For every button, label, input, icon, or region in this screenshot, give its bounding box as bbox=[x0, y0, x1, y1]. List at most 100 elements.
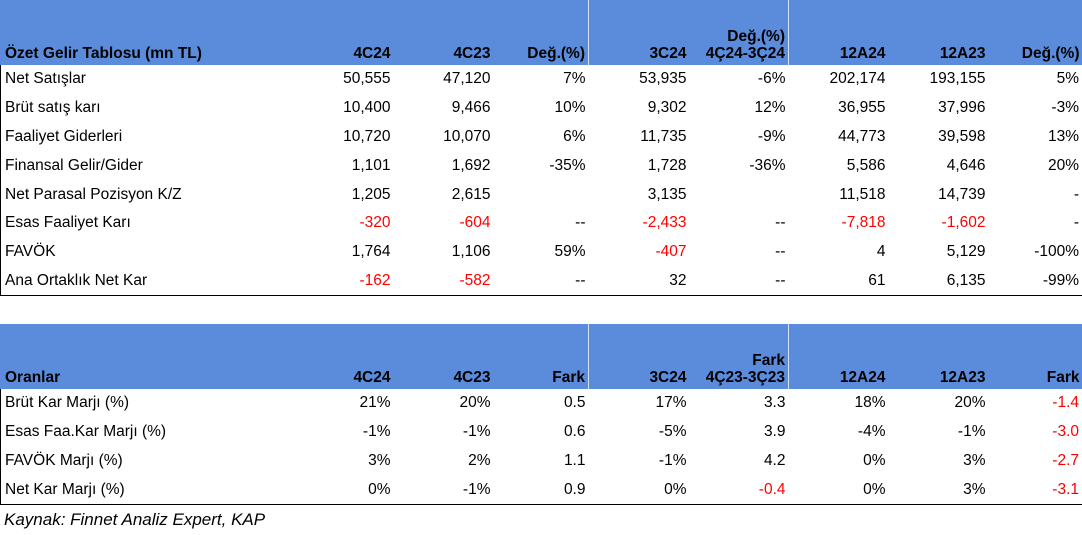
table-cell: -1% bbox=[658, 451, 687, 469]
table-cell bbox=[494, 180, 589, 209]
table-cell: - bbox=[988, 180, 1082, 209]
ratios-col-header-4: Fark 4Ç23-3Ç23 bbox=[689, 324, 789, 389]
table-cell: -- bbox=[775, 243, 786, 261]
income-col-header-0: 4C24 bbox=[290, 0, 394, 65]
income-title: Özet Gelir Tablosu (mn TL) bbox=[0, 0, 291, 65]
table-cell: 1,764 bbox=[351, 243, 391, 261]
table-cell: 1,692 bbox=[451, 156, 491, 174]
table-cell: 0.9 bbox=[493, 475, 589, 506]
table-cell: 20% bbox=[459, 394, 491, 412]
table-cell: 11,518 bbox=[839, 185, 886, 203]
table-cell: 2,615 bbox=[451, 185, 491, 203]
table-cell: 12% bbox=[754, 99, 786, 117]
table-cell: 44,773 bbox=[838, 127, 886, 145]
table-cell: 11,735 bbox=[640, 127, 687, 145]
table-row: Net Parasal Pozisyon K/Z 1,205 2,615 3,135 1… bbox=[0, 180, 1082, 209]
table-cell: 0% bbox=[788, 475, 889, 506]
table-cell: 20% bbox=[988, 151, 1082, 181]
table-cell: 1,205 bbox=[351, 185, 391, 203]
income-col-header-5: 12A24 bbox=[788, 0, 889, 65]
row-label: Brüt satış karı bbox=[0, 93, 291, 123]
income-header-row: Özet Gelir Tablosu (mn TL) 4C24 4C23 Değ.(%… bbox=[0, 0, 1082, 65]
table-cell: -99% bbox=[988, 266, 1082, 297]
table-cell: 1,106 bbox=[451, 243, 491, 261]
table-cell: -1% bbox=[393, 475, 494, 506]
table-cell: 6% bbox=[563, 127, 586, 145]
table-row: Esas Faa.Kar Marjı (%) -1% -1% 0.6 -5% 3.9 -4%… bbox=[0, 417, 1082, 447]
table-cell: -582 bbox=[393, 266, 494, 297]
table-cell: 1,101 bbox=[351, 156, 391, 174]
table-cell: - bbox=[988, 208, 1082, 238]
table-cell: -35% bbox=[549, 156, 586, 174]
row-label: Net Parasal Pozisyon K/Z bbox=[0, 180, 291, 209]
table-cell: -1% bbox=[462, 423, 491, 441]
ratios-col-header-5: 12A24 bbox=[788, 324, 889, 389]
table-cell: 61 bbox=[788, 266, 889, 297]
income-col-header-4: Değ.(%) 4Ç24-3Ç24 bbox=[689, 0, 789, 65]
ratios-title: Oranlar bbox=[0, 324, 291, 389]
table-row: Brüt satış karı 10,400 9,466 10% 9,302 12% 36,… bbox=[0, 93, 1082, 123]
source-note: Kaynak: Finnet Analiz Expert, KAP bbox=[4, 510, 266, 529]
table-cell: 4.2 bbox=[763, 451, 786, 469]
table-cell: 39,598 bbox=[938, 127, 986, 145]
table-cell: -1% bbox=[957, 423, 986, 441]
row-label: Net Kar Marjı (%) bbox=[0, 475, 291, 506]
table-cell: 10,400 bbox=[343, 99, 391, 117]
table-cell: 59% bbox=[554, 243, 586, 261]
table-row: FAVÖK 1,764 1,106 59% -407 -- 4 5,129 -100% bbox=[0, 237, 1082, 267]
table-row: Faaliyet Giderleri 10,720 10,070 6% 11,735 -9… bbox=[0, 122, 1082, 152]
ratios-col-header-2: Fark bbox=[493, 324, 589, 389]
ratios-col-header-3: 3C24 bbox=[588, 324, 690, 389]
table-cell: -5% bbox=[658, 423, 687, 441]
row-label: Ana Ortaklık Net Kar bbox=[0, 266, 291, 297]
table-cell: 193,155 bbox=[929, 70, 986, 88]
table-cell: -2.7 bbox=[988, 446, 1082, 476]
row-label: Esas Faaliyet Karı bbox=[0, 208, 291, 238]
table-cell: -3% bbox=[988, 93, 1082, 123]
table-cell: 17% bbox=[655, 394, 687, 412]
table-cell: 47,120 bbox=[443, 70, 491, 88]
table-cell bbox=[690, 180, 789, 209]
table-cell: -36% bbox=[749, 156, 786, 174]
table-cell: 0% bbox=[863, 451, 886, 469]
table-cell: 5% bbox=[988, 65, 1082, 94]
table-row: Esas Faaliyet Karı -320 -604 -- -2,433 -- -7,8… bbox=[0, 208, 1082, 238]
table-cell: 2% bbox=[468, 451, 491, 469]
table-cell: -6% bbox=[757, 70, 786, 88]
row-label: Brüt Kar Marjı (%) bbox=[0, 389, 291, 418]
table-cell: 53,935 bbox=[639, 70, 687, 88]
row-label: Finansal Gelir/Gider bbox=[0, 151, 291, 181]
table-cell: -0.4 bbox=[689, 475, 789, 506]
table-cell: -- bbox=[689, 266, 789, 297]
table-cell: -320 bbox=[359, 214, 391, 232]
table-cell: -2,433 bbox=[642, 214, 687, 232]
table-cell: -7,818 bbox=[841, 214, 886, 232]
table-cell: 3.9 bbox=[763, 423, 786, 441]
income-col-header-6: 12A23 bbox=[888, 0, 989, 65]
table-cell: -407 bbox=[655, 243, 687, 261]
table-cell: 7% bbox=[563, 70, 586, 88]
ratios-col-header-7: Fark bbox=[988, 324, 1082, 389]
table-cell: 10% bbox=[554, 99, 586, 117]
table-cell: 37,996 bbox=[938, 99, 986, 117]
table-cell: 50,555 bbox=[343, 70, 391, 88]
table-cell: -1% bbox=[362, 423, 391, 441]
table-cell: -9% bbox=[757, 127, 786, 145]
table-cell: 5,129 bbox=[946, 243, 986, 261]
table-cell: -- bbox=[493, 266, 589, 297]
ratios-col-header-6: 12A23 bbox=[888, 324, 989, 389]
row-label: Esas Faa.Kar Marjı (%) bbox=[0, 417, 291, 447]
table-cell: -4% bbox=[857, 423, 886, 441]
table-row: Net Satışlar 50,555 47,120 7% 53,935 -6% 202,1… bbox=[0, 65, 1082, 94]
table-cell: 32 bbox=[588, 266, 690, 297]
table-cell: 20% bbox=[954, 394, 986, 412]
table-row: Brüt Kar Marjı (%) 21% 20% 0.5 17% 3.3 18% 20% -… bbox=[0, 389, 1082, 418]
table-cell: -3.0 bbox=[988, 417, 1082, 447]
income-col-header-1: 4C23 bbox=[393, 0, 494, 65]
table-cell: 5,586 bbox=[846, 156, 886, 174]
table-cell: 3% bbox=[368, 451, 391, 469]
row-label: Faaliyet Giderleri bbox=[0, 122, 291, 152]
ratios-col-header-1: 4C23 bbox=[393, 324, 494, 389]
table-cell: -1,602 bbox=[941, 214, 986, 232]
table-cell: 3% bbox=[888, 475, 989, 506]
